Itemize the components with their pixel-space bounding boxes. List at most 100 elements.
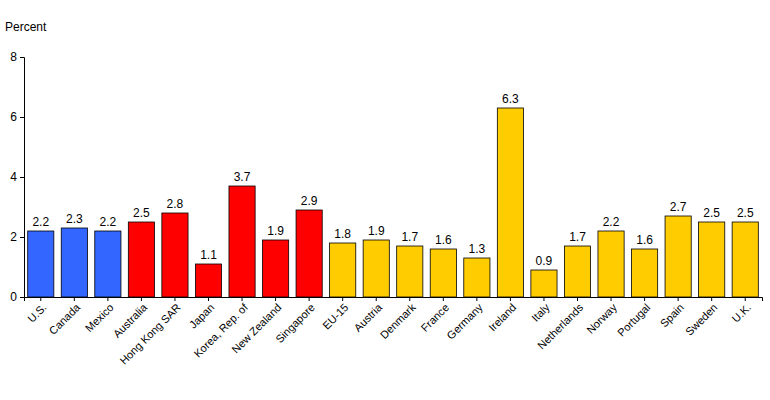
y-tick: 2 [10, 230, 24, 244]
x-tick: Portugal [615, 297, 652, 339]
data-label: 1.3 [469, 242, 486, 256]
data-label: 1.9 [368, 224, 385, 238]
x-tick-label: Austria [351, 300, 384, 333]
x-tick-mark [678, 297, 679, 301]
x-tick: Canada [46, 297, 82, 337]
x-tick: Germany [444, 297, 485, 342]
x-tick: Sweden [683, 297, 720, 338]
bar [61, 228, 87, 297]
bar [665, 216, 691, 297]
y-tick: 8 [10, 50, 24, 64]
bar [564, 246, 590, 297]
x-tick: U.S. [25, 297, 49, 325]
y-tick: 6 [10, 110, 24, 124]
bar [195, 264, 221, 297]
x-tick-mark [376, 297, 377, 301]
x-tick-label: Portugal [615, 301, 652, 338]
y-tick-mark [20, 177, 24, 178]
chart: 2.22.32.22.52.81.13.71.92.91.81.91.71.61… [0, 0, 770, 400]
bar [732, 222, 758, 297]
x-tick-mark [409, 297, 410, 301]
data-label: 1.1 [200, 248, 217, 262]
x-axis: U.S.CanadaMexicoAustraliaHong Kong SARJa… [25, 297, 763, 367]
x-tick: Netherlands [535, 297, 586, 352]
x-tick-mark [443, 297, 444, 301]
y-tick-label: 2 [10, 230, 17, 244]
y-tick-label: 4 [10, 170, 17, 184]
bar [699, 222, 725, 297]
data-label: 3.7 [234, 170, 251, 184]
bar [397, 246, 423, 297]
x-tick-mark [342, 297, 343, 301]
data-label: 2.3 [66, 212, 83, 226]
y-tick: 4 [10, 170, 24, 184]
data-label: 2.2 [100, 215, 117, 229]
y-tick: 0 [10, 290, 24, 304]
x-tick-label: Italy [529, 301, 552, 324]
x-tick-mark [174, 297, 175, 301]
y-tick-mark [20, 297, 24, 298]
bars [28, 108, 759, 297]
x-tick-mark [543, 297, 544, 301]
bar [632, 249, 658, 297]
data-label: 2.2 [32, 215, 49, 229]
bar [162, 213, 188, 297]
bar [497, 108, 523, 297]
bar [598, 231, 624, 297]
x-tick-label: EU-15 [320, 301, 351, 332]
data-label: 1.7 [569, 230, 586, 244]
x-tick-mark [711, 297, 712, 301]
data-label: 2.5 [737, 206, 754, 220]
x-tick-label: Norway [584, 301, 619, 336]
data-label: 1.9 [267, 224, 284, 238]
bar [464, 258, 490, 297]
x-tick-mark [74, 297, 75, 301]
y-tick-label: 6 [10, 110, 17, 124]
data-labels: 2.22.32.22.52.81.13.71.92.91.81.91.71.61… [32, 92, 753, 268]
x-tick: New Zealand [229, 297, 283, 355]
bar [95, 231, 121, 297]
x-tick: Spain [658, 297, 686, 329]
data-label: 6.3 [502, 92, 519, 106]
x-tick-mark [510, 297, 511, 301]
x-tick-label: Spain [658, 301, 686, 329]
x-tick-label: Germany [444, 301, 485, 342]
x-tick-label: France [419, 301, 452, 334]
x-tick-mark [644, 297, 645, 301]
x-tick-label: New Zealand [229, 301, 283, 355]
x-tick-mark [141, 297, 142, 301]
x-tick-label: Mexico [83, 301, 116, 334]
x-tick-label: Hong Kong SAR [117, 301, 183, 367]
bar [263, 240, 289, 297]
bar [28, 231, 54, 297]
bar [430, 249, 456, 297]
y-axis-title: Percent [5, 20, 47, 34]
data-label: 1.6 [435, 233, 452, 247]
x-tick-mark [476, 297, 477, 301]
bar [531, 270, 557, 297]
x-tick: U.K. [730, 297, 754, 325]
data-label: 0.9 [536, 254, 553, 268]
y-tick-mark [20, 117, 24, 118]
y-tick-mark [20, 237, 24, 238]
y-axis: 0 2 4 6 8 [10, 50, 24, 304]
y-axis-line [20, 58, 25, 298]
x-tick: Italy [529, 297, 552, 324]
x-tick-label: Netherlands [535, 301, 586, 352]
x-tick-mark [745, 297, 746, 301]
x-tick: France [419, 297, 452, 334]
x-tick: Denmark [378, 297, 418, 341]
x-tick-label: Japan [187, 301, 217, 331]
x-tick-label: Sweden [683, 301, 720, 338]
bar [363, 240, 389, 297]
x-tick-mark [611, 297, 612, 301]
data-label: 2.5 [133, 206, 150, 220]
x-tick-label: U.S. [25, 301, 49, 325]
data-label: 2.7 [670, 200, 687, 214]
bar [296, 210, 322, 297]
x-tick-mark [107, 297, 108, 301]
data-label: 2.8 [167, 197, 184, 211]
x-tick-mark [40, 297, 41, 301]
x-tick: Singapore [273, 297, 317, 345]
data-label: 2.5 [703, 206, 720, 220]
